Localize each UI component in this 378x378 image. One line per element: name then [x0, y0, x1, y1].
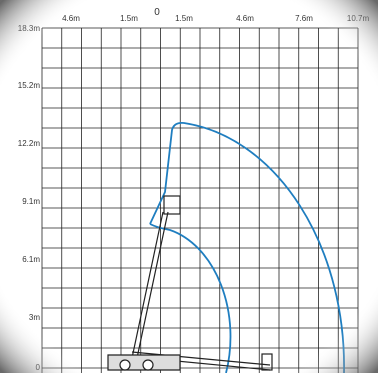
range-diagram: 4.6m1.5m01.5m4.6m7.6m10.7m 18.3m15.2m12.…: [0, 0, 378, 374]
page: 4.6m1.5m01.5m4.6m7.6m10.7m 18.3m15.2m12.…: [0, 0, 378, 374]
vignette: [0, 0, 378, 373]
